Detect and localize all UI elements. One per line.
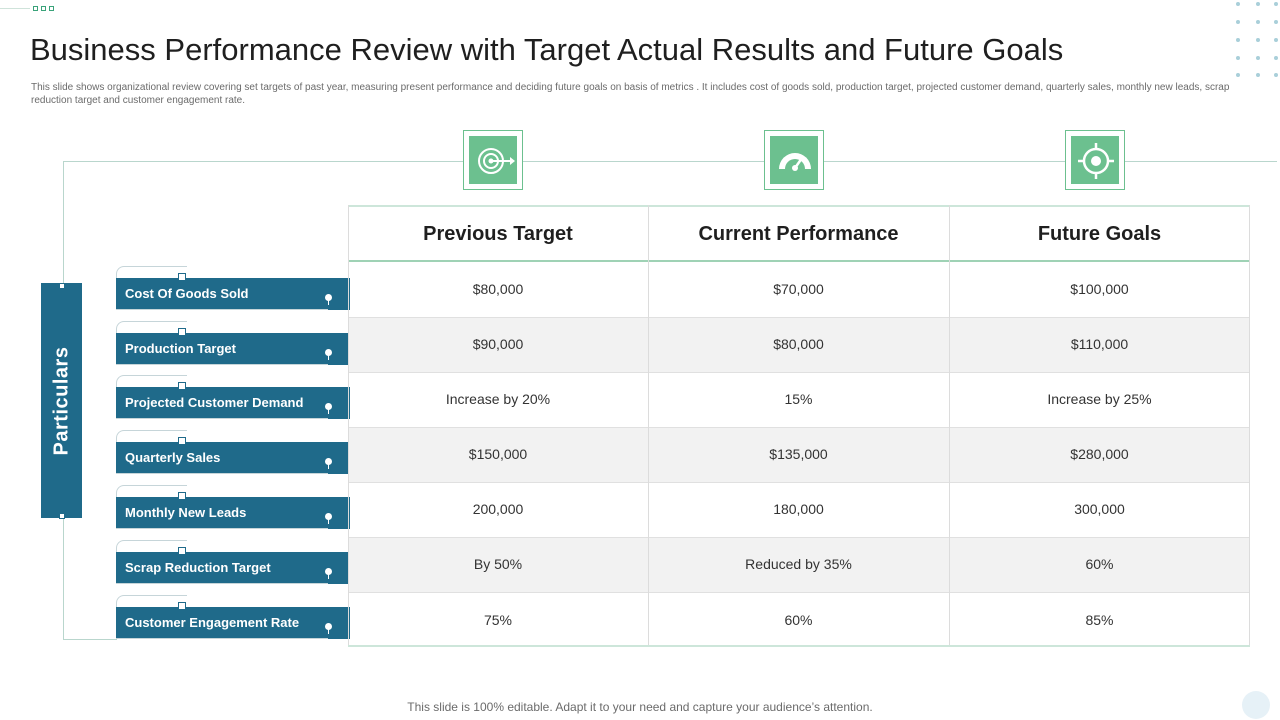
- current-performance-icon-box: [764, 130, 824, 190]
- row-label-text: Scrap Reduction Target: [125, 560, 271, 575]
- column-separator: [1249, 205, 1250, 647]
- cell-current-performance: $70,000: [773, 281, 824, 297]
- header-current-performance: Current Performance: [698, 223, 899, 245]
- table-header: Previous Target Current Performance Futu…: [348, 207, 1250, 261]
- cell-previous-target: 200,000: [472, 501, 524, 517]
- row-label-text: Quarterly Sales: [125, 450, 221, 465]
- column-separator: [949, 205, 950, 647]
- slide-subtitle: This slide shows organizational review c…: [31, 82, 1230, 106]
- row-label-monthly-new-leads: Monthly New Leads: [116, 492, 350, 529]
- header-rule: [348, 260, 1250, 262]
- column-separator: [648, 205, 649, 647]
- slide-title: Business Performance Review with Target …: [30, 32, 1064, 67]
- cell-previous-target: Increase by 20%: [445, 391, 551, 407]
- top-right-dots: [1230, 0, 1280, 80]
- row-separator: [348, 317, 1250, 318]
- left-connector-top: [63, 161, 64, 285]
- cell-previous-target: $80,000: [472, 281, 524, 297]
- row-label-cost-of-goods-sold: Cost Of Goods Sold: [116, 273, 350, 310]
- row-underline: [116, 364, 328, 365]
- table-row: 200,000 180,000 300,000: [348, 482, 1250, 537]
- table-row: $80,000 $70,000 $100,000: [348, 262, 1250, 317]
- table-row: $90,000 $80,000 $110,000: [348, 317, 1250, 372]
- row-underline: [116, 528, 328, 529]
- row-label-quarterly-sales: Quarterly Sales: [116, 437, 350, 474]
- cell-future-goals: Increase by 25%: [1047, 391, 1152, 407]
- row-label-text: Projected Customer Demand: [125, 395, 304, 410]
- table-row: Increase by 20% 15% Increase by 25%: [348, 372, 1250, 427]
- cell-previous-target: By 50%: [473, 556, 523, 572]
- row-underline: [116, 638, 328, 639]
- row-label-text: Cost Of Goods Sold: [125, 286, 249, 301]
- row-arc: [116, 540, 187, 553]
- particulars-bar: Particulars: [41, 283, 82, 518]
- cell-current-performance: 180,000: [773, 501, 824, 517]
- row-arc: [116, 375, 187, 388]
- row-underline: [116, 583, 328, 584]
- cell-future-goals: 85%: [1085, 612, 1114, 628]
- speedometer-icon: [779, 153, 811, 171]
- particulars-top-node: [59, 283, 65, 289]
- row-label-text: Customer Engagement Rate: [125, 615, 300, 630]
- previous-target-icon-box: [463, 130, 523, 190]
- cell-previous-target: 75%: [483, 612, 513, 628]
- performance-table: Previous Target Current Performance Futu…: [348, 205, 1250, 647]
- header-previous-target: Previous Target: [423, 223, 573, 245]
- crosshair-icon: [1078, 143, 1114, 179]
- cell-future-goals: 300,000: [1074, 501, 1125, 517]
- cell-previous-target: $90,000: [472, 336, 524, 352]
- row-label-customer-engagement-rate: Customer Engagement Rate: [116, 602, 350, 639]
- row-separator: [348, 592, 1250, 593]
- table-row: By 50% Reduced by 35% 60%: [348, 537, 1250, 592]
- cell-future-goals: $110,000: [1070, 336, 1129, 352]
- bottom-connector-line: [63, 639, 117, 640]
- cell-current-performance: $135,000: [769, 446, 828, 462]
- left-connector-bottom: [63, 516, 64, 640]
- table-bottom-rule: [348, 645, 1250, 647]
- row-arc: [116, 266, 187, 279]
- table-top-rule: [348, 205, 1250, 207]
- particulars-bottom-node: [59, 513, 65, 519]
- slide-footer: This slide is 100% editable. Adapt it to…: [407, 700, 873, 714]
- cell-current-performance: Reduced by 35%: [745, 556, 852, 572]
- row-separator: [348, 372, 1250, 373]
- future-goals-icon-box: [1065, 130, 1125, 190]
- cell-future-goals: 60%: [1085, 556, 1114, 572]
- header-future-goals: Future Goals: [1037, 223, 1162, 245]
- table-row: 75% 60% 85%: [348, 592, 1250, 645]
- row-arc: [116, 595, 187, 608]
- cell-current-performance: 60%: [784, 612, 813, 628]
- row-underline: [116, 418, 328, 419]
- row-underline: [116, 309, 328, 310]
- row-arc: [116, 485, 187, 498]
- row-separator: [348, 537, 1250, 538]
- cell-current-performance: 15%: [784, 391, 813, 407]
- top-left-squares: [33, 6, 54, 11]
- cell-previous-target: $150,000: [468, 446, 528, 462]
- row-label-projected-customer-demand: Projected Customer Demand: [116, 382, 350, 419]
- cell-future-goals: $280,000: [1070, 446, 1129, 462]
- row-label-scrap-reduction-target: Scrap Reduction Target: [116, 547, 350, 584]
- column-separator: [348, 205, 349, 647]
- row-label-text: Monthly New Leads: [125, 505, 247, 520]
- row-arc: [116, 321, 187, 334]
- table-row: $150,000 $135,000 $280,000: [348, 427, 1250, 482]
- row-separator: [348, 427, 1250, 428]
- row-underline: [116, 473, 328, 474]
- particulars-label: Particulars: [50, 346, 72, 455]
- row-separator: [348, 482, 1250, 483]
- row-label-text: Production Target: [125, 341, 236, 356]
- cell-current-performance: $80,000: [773, 336, 824, 352]
- top-left-line: [0, 8, 30, 9]
- row-label-production-target: Production Target: [116, 328, 350, 365]
- top-connector-line: [63, 161, 1277, 162]
- row-arc: [116, 430, 187, 443]
- corner-circle: [1242, 691, 1270, 719]
- target-arrow-icon: [478, 144, 515, 174]
- cell-future-goals: $100,000: [1070, 281, 1129, 297]
